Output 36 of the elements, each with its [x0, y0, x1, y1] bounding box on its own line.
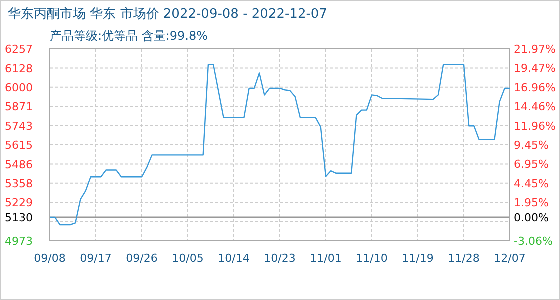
chart-title: 华东丙酮市场 华东 市场价 2022-09-08 - 2022-12-07 [8, 7, 328, 22]
x-tick-label: 12/07 [494, 252, 526, 265]
y-tick-label: 5130 [5, 212, 33, 225]
y2-tick-label: 14.46% [514, 100, 556, 114]
y-tick-label: 5871 [5, 100, 33, 114]
y2-tick-label: 16.96% [514, 81, 556, 94]
chart-subtitle: 产品等级:优等品 含量:99.8% [50, 29, 208, 43]
y-tick-label: 4973 [5, 235, 33, 248]
y2-tick-label: 0.00% [514, 212, 549, 225]
x-tick-label: 11/28 [448, 252, 480, 265]
y-tick-label: 5615 [5, 139, 33, 152]
y-tick-label: 6128 [5, 62, 33, 76]
y2-tick-label: -3.06% [514, 235, 553, 248]
x-tick-label: 10/14 [218, 252, 250, 265]
x-tick-label: 09/17 [80, 252, 112, 265]
line-series [49, 64, 511, 226]
y2-tick-label: 21.97% [514, 43, 556, 56]
y2-tick-label: 1.95% [514, 196, 549, 210]
y-tick-label: 6000 [5, 81, 33, 94]
x-tick-label: 10/23 [264, 252, 296, 265]
y2-tick-label: 19.47% [514, 62, 556, 76]
y-tick-label: 5229 [5, 196, 33, 210]
x-tick-label: 09/08 [34, 252, 66, 265]
x-tick-label: 11/19 [402, 252, 434, 265]
y2-tick-label: 6.95% [514, 158, 549, 172]
x-tick-label: 10/05 [172, 252, 204, 265]
y-tick-label: 6257 [5, 43, 33, 56]
y-tick-label: 5358 [5, 177, 33, 190]
y2-tick-label: 9.45% [514, 139, 549, 152]
y2-tick-label: 4.45% [514, 177, 549, 190]
x-tick-label: 11/10 [356, 252, 388, 265]
x-tick-label: 11/01 [310, 252, 342, 265]
x-tick-label: 09/26 [126, 252, 158, 265]
y-tick-label: 5486 [5, 158, 33, 172]
y-tick-label: 5743 [5, 120, 33, 133]
y2-tick-label: 11.96% [514, 120, 556, 133]
